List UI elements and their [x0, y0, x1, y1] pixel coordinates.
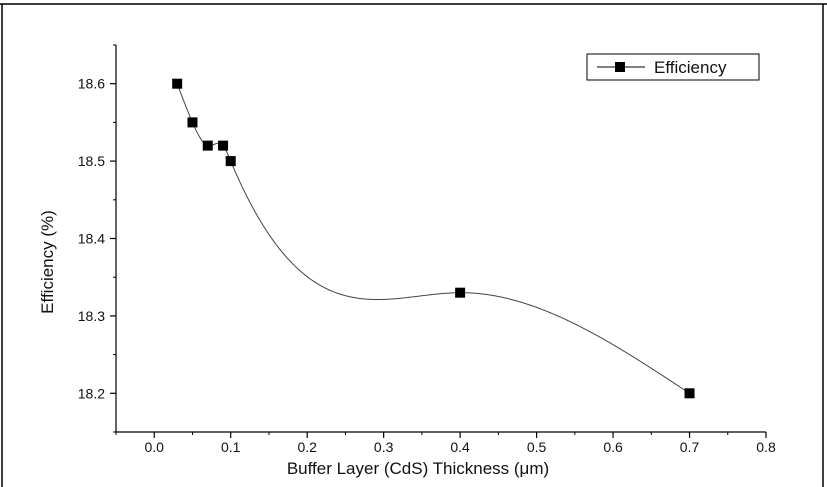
- data-point-3: [218, 140, 229, 151]
- y-tick-label-2: 18.4: [78, 231, 105, 247]
- x-tick-label-1: 0.1: [221, 439, 241, 455]
- data-point-4: [225, 156, 236, 167]
- x-tick-label-3: 0.3: [374, 439, 394, 455]
- legend-label-efficiency: Efficiency: [654, 58, 727, 77]
- legend-marker-swatch: [615, 62, 625, 72]
- data-point-2: [202, 140, 213, 151]
- x-axis-title: Buffer Layer (CdS) Thickness (μm): [287, 459, 549, 478]
- x-axis-ticks: 0.0 0.1 0.2 0.3 0.4 0.5 0.6 0.7 0.8: [115, 432, 776, 455]
- x-tick-label-5: 0.5: [527, 439, 547, 455]
- y-tick-label-4: 18.6: [78, 76, 105, 92]
- x-tick-label-4: 0.4: [450, 439, 470, 455]
- y-axis-title: Efficiency (%): [38, 210, 57, 314]
- efficiency-points: [172, 78, 695, 399]
- y-tick-label-0: 18.2: [78, 385, 105, 401]
- data-point-0: [172, 78, 183, 89]
- data-point-1: [187, 117, 198, 128]
- x-tick-label-7: 0.7: [680, 439, 700, 455]
- x-tick-label-6: 0.6: [603, 439, 623, 455]
- legend: Efficiency: [586, 53, 760, 81]
- y-tick-label-3: 18.5: [78, 153, 105, 169]
- x-tick-label-0: 0.0: [145, 439, 165, 455]
- y-tick-label-1: 18.3: [78, 308, 105, 324]
- efficiency-curve: [176, 83, 690, 394]
- y-axis-ticks: 18.2 18.3 18.4 18.5 18.6: [78, 44, 116, 433]
- x-tick-label-8: 0.8: [756, 439, 776, 455]
- data-point-6: [684, 388, 695, 399]
- data-point-5: [455, 287, 466, 298]
- x-tick-label-2: 0.2: [297, 439, 317, 455]
